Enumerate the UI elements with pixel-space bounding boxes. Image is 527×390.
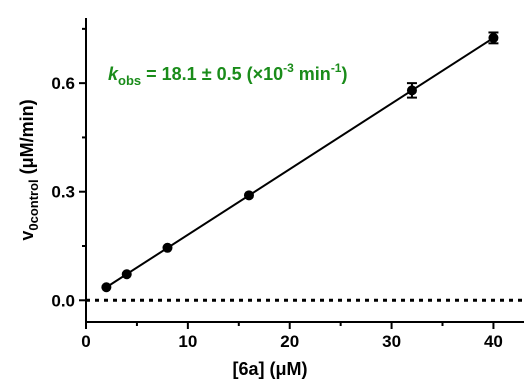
data-point bbox=[406, 85, 417, 96]
data-points bbox=[101, 31, 499, 293]
axes bbox=[85, 18, 524, 323]
data-point bbox=[243, 190, 254, 201]
y-axis-title-main: v bbox=[17, 231, 37, 241]
x-tick-label: 40 bbox=[484, 332, 503, 351]
y-tick-label: 0.6 bbox=[51, 74, 75, 93]
data-point bbox=[121, 269, 132, 280]
data-point bbox=[101, 282, 112, 293]
x-tick-label: 0 bbox=[81, 332, 90, 351]
x-axis-title: [6a] (μM) bbox=[232, 359, 307, 379]
kobs-k: k bbox=[108, 64, 119, 84]
x-ticks: 0 10 20 30 40 bbox=[81, 322, 503, 351]
kobs-close: ) bbox=[341, 64, 347, 84]
data-point bbox=[488, 32, 499, 43]
x-tick-label: 10 bbox=[178, 332, 197, 351]
kobs-value: = 18.1 ± 0.5 (×10 bbox=[141, 64, 283, 84]
x-tick-label: 30 bbox=[382, 332, 401, 351]
x-tick-label: 20 bbox=[280, 332, 299, 351]
kobs-exponent: -3 bbox=[283, 61, 294, 75]
kobs-unit-exponent: -1 bbox=[331, 61, 342, 75]
kobs-subscript: obs bbox=[118, 73, 141, 88]
y-axis-title-suffix: (μM/min) bbox=[17, 99, 37, 179]
data-point bbox=[162, 242, 173, 253]
y-tick-label: 0.0 bbox=[51, 291, 75, 310]
kobs-annotation: kobs = 18.1 ± 0.5 (×10-3 min-1) bbox=[108, 61, 347, 88]
y-axis-title-subscript: 0control bbox=[26, 179, 41, 230]
y-tick-label: 0.3 bbox=[51, 183, 75, 202]
y-axis-title: v0control (μM/min) bbox=[17, 99, 41, 240]
kobs-unit: min bbox=[294, 64, 331, 84]
y-ticks: 0.0 0.3 0.6 bbox=[51, 27, 86, 310]
